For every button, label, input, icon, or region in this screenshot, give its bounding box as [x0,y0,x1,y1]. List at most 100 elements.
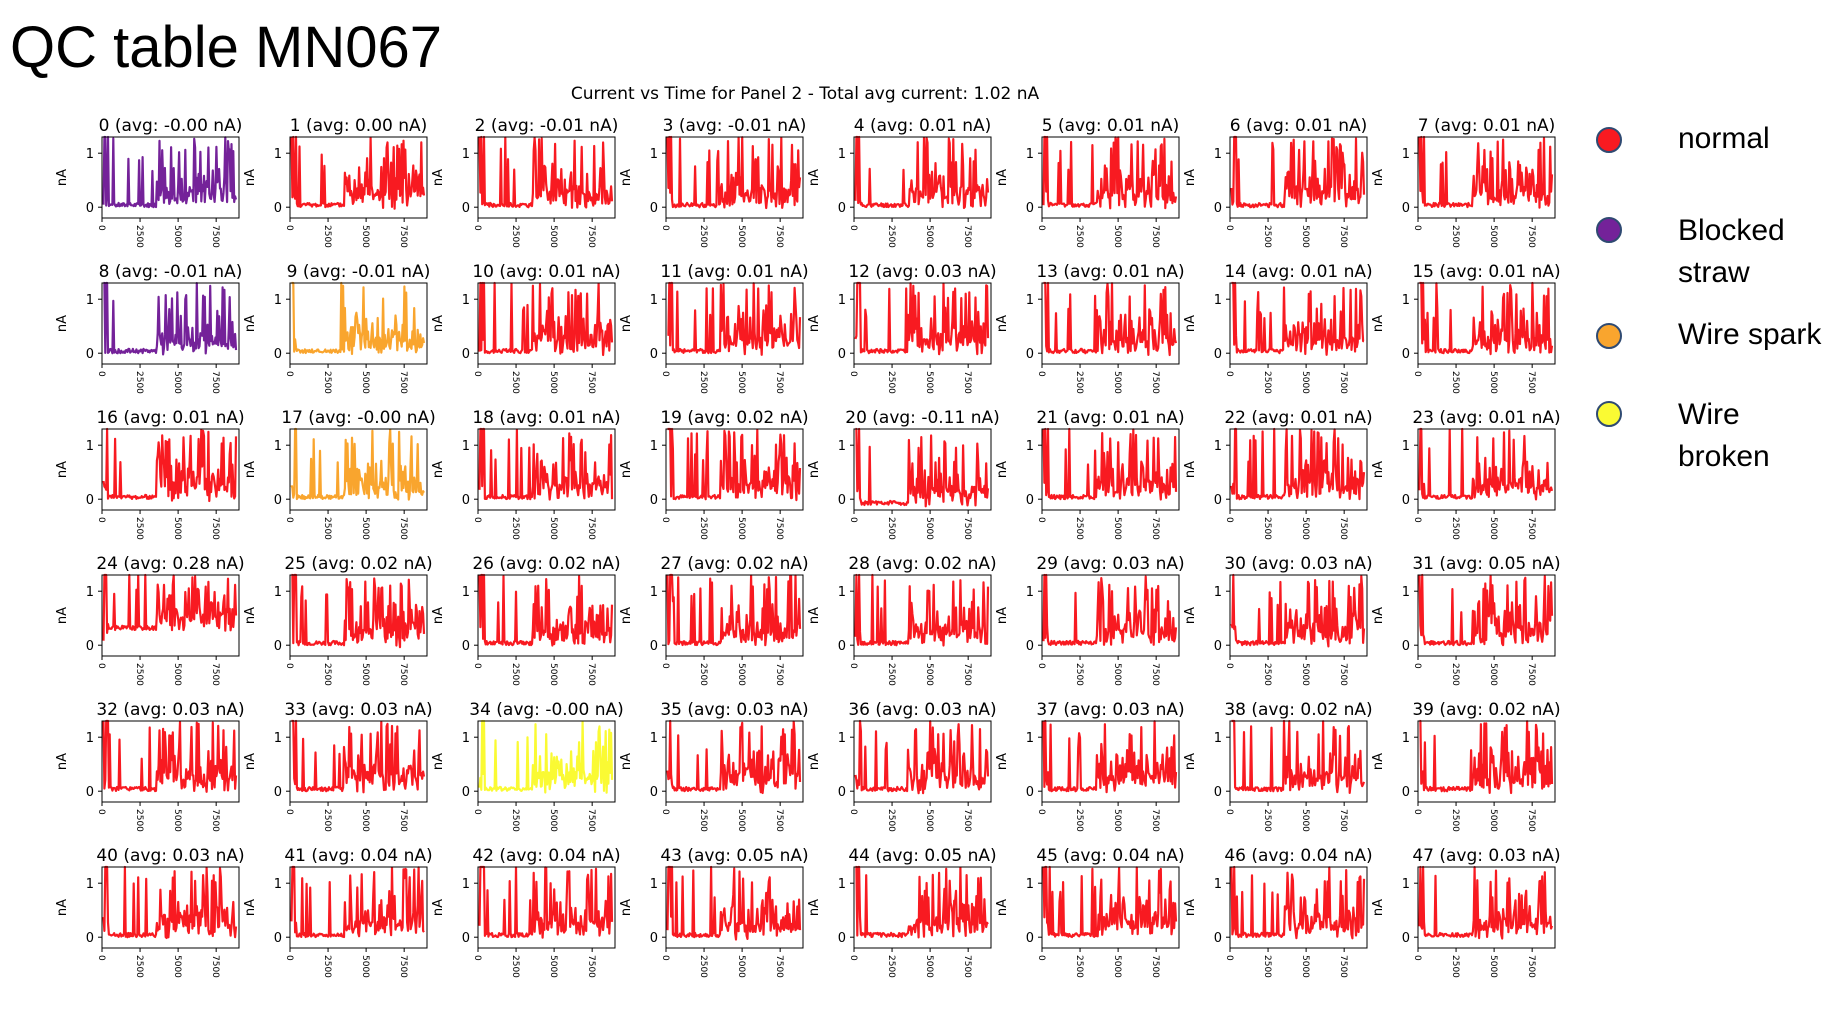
x-tick-label: 5000 [360,371,370,394]
trace [102,135,238,209]
y-tick-label: 0 [1026,785,1034,800]
subplot: 29 (avg: 0.03 nA) nA 0 1 0 2500 5000 7500 [995,554,1185,686]
subplot: 40 (avg: 0.03 nA) nA 0 1 0 2500 5000 7500 [55,846,245,978]
y-tick-label: 1 [1214,293,1222,308]
axes-frame [101,866,240,949]
subplot: 46 (avg: 0.04 nA) nA 0 1 0 2500 5000 7500 [1183,846,1373,978]
x-tick-label: 7500 [586,371,596,394]
x-tick-label: 7500 [774,809,784,832]
y-axis-label: nA [243,899,258,916]
x-tick-label: 7500 [962,955,972,978]
y-tick-label: 1 [274,731,282,746]
y-tick-label: 1 [1214,877,1222,892]
trace [1231,281,1365,356]
y-axis-label: nA [1183,315,1198,332]
axes-frame [289,720,428,803]
y-axis-label: nA [1371,753,1386,770]
x-tick-label: 0 [848,517,858,523]
x-tick-label: 5000 [924,663,934,686]
x-tick-label: 7500 [1150,371,1160,394]
x-tick-label: 0 [96,371,106,377]
y-tick-label: 0 [1214,639,1222,654]
x-tick-label: 5000 [172,517,182,540]
subplot: 15 (avg: 0.01 nA) nA 0 1 0 2500 5000 7500 [1371,262,1561,394]
axes-frame [289,428,428,511]
subplot: 11 (avg: 0.01 nA) nA 0 1 0 2500 5000 7500 [619,262,809,394]
y-tick-label: 1 [838,731,846,746]
axes-frame [853,574,992,657]
x-tick-label: 7500 [962,809,972,832]
x-tick-label: 0 [284,225,294,231]
x-tick-label: 0 [848,663,858,669]
trace [1418,427,1554,501]
y-axis-label: nA [807,169,822,186]
trace [1230,573,1366,648]
axes-frame [1417,428,1556,511]
x-tick-label: 2500 [134,371,144,394]
trace [1418,573,1554,647]
x-tick-label: 5000 [360,663,370,686]
x-tick-label: 0 [1224,225,1234,231]
subplot: 36 (avg: 0.03 nA) nA 0 1 0 2500 5000 7500 [807,700,997,832]
x-tick-label: 2500 [698,225,708,248]
trace [102,573,238,641]
subplot: 5 (avg: 0.01 nA) nA 0 1 0 2500 5000 7500 [995,116,1180,248]
subplot-title: 2 (avg: -0.01 nA) [475,116,619,136]
y-axis-label: nA [431,315,446,332]
y-tick-label: 0 [838,639,846,654]
legend-marker-broken [1596,401,1622,427]
x-tick-label: 5000 [736,663,746,686]
subplot: 45 (avg: 0.04 nA) nA 0 1 0 2500 5000 7500 [995,846,1185,978]
axes-frame [665,866,804,949]
trace [1042,427,1178,501]
x-tick-label: 7500 [586,955,596,978]
x-tick-label: 2500 [1262,225,1272,248]
x-tick-label: 0 [848,809,858,815]
y-axis-label: nA [995,315,1010,332]
x-tick-label: 7500 [586,809,596,832]
x-tick-label: 0 [1036,955,1046,961]
x-tick-label: 2500 [1450,371,1460,394]
y-axis-label: nA [807,899,822,916]
subplot: 16 (avg: 0.01 nA) nA 0 1 0 2500 5000 7500 [55,408,245,540]
axes-frame [289,136,428,219]
y-tick-label: 0 [462,785,470,800]
x-tick-label: 5000 [1300,371,1310,394]
x-tick-label: 2500 [1074,663,1084,686]
y-tick-label: 1 [86,439,94,454]
axes-frame [289,282,428,365]
x-tick-label: 7500 [398,225,408,248]
subplot-title: 18 (avg: 0.01 nA) [472,408,620,428]
x-tick-label: 2500 [1450,663,1460,686]
y-tick-label: 1 [86,585,94,600]
x-tick-label: 2500 [510,955,520,978]
y-tick-label: 0 [1214,493,1222,508]
trace [478,281,614,357]
x-tick-label: 5000 [548,225,558,248]
x-tick-label: 5000 [924,517,934,540]
subplot: 7 (avg: 0.01 nA) nA 0 1 0 2500 5000 7500 [1371,116,1556,248]
trace [1042,865,1178,939]
x-tick-label: 0 [96,663,106,669]
subplot-title: 7 (avg: 0.01 nA) [1418,116,1556,136]
x-tick-label: 0 [660,517,670,523]
x-tick-label: 0 [848,225,858,231]
y-axis-label: nA [619,169,634,186]
y-axis-label: nA [1183,607,1198,624]
y-axis-label: nA [55,753,70,770]
y-axis-label: nA [995,169,1010,186]
subplot-title: 31 (avg: 0.05 nA) [1412,554,1560,574]
y-axis-label: nA [619,899,634,916]
subplot: 28 (avg: 0.02 nA) nA 0 1 0 2500 5000 7500 [807,554,997,686]
subplot: 43 (avg: 0.05 nA) nA 0 1 0 2500 5000 7500 [619,846,809,978]
y-tick-label: 0 [86,493,94,508]
y-tick-label: 0 [838,785,846,800]
y-tick-label: 1 [1214,585,1222,600]
x-tick-label: 0 [848,371,858,377]
x-tick-label: 7500 [1150,225,1160,248]
x-tick-label: 7500 [210,663,220,686]
x-tick-label: 0 [1412,225,1422,231]
x-tick-label: 0 [1412,371,1422,377]
subplot-title: 14 (avg: 0.01 nA) [1224,262,1372,282]
subplot: 44 (avg: 0.05 nA) nA 0 1 0 2500 5000 7500 [807,846,997,978]
